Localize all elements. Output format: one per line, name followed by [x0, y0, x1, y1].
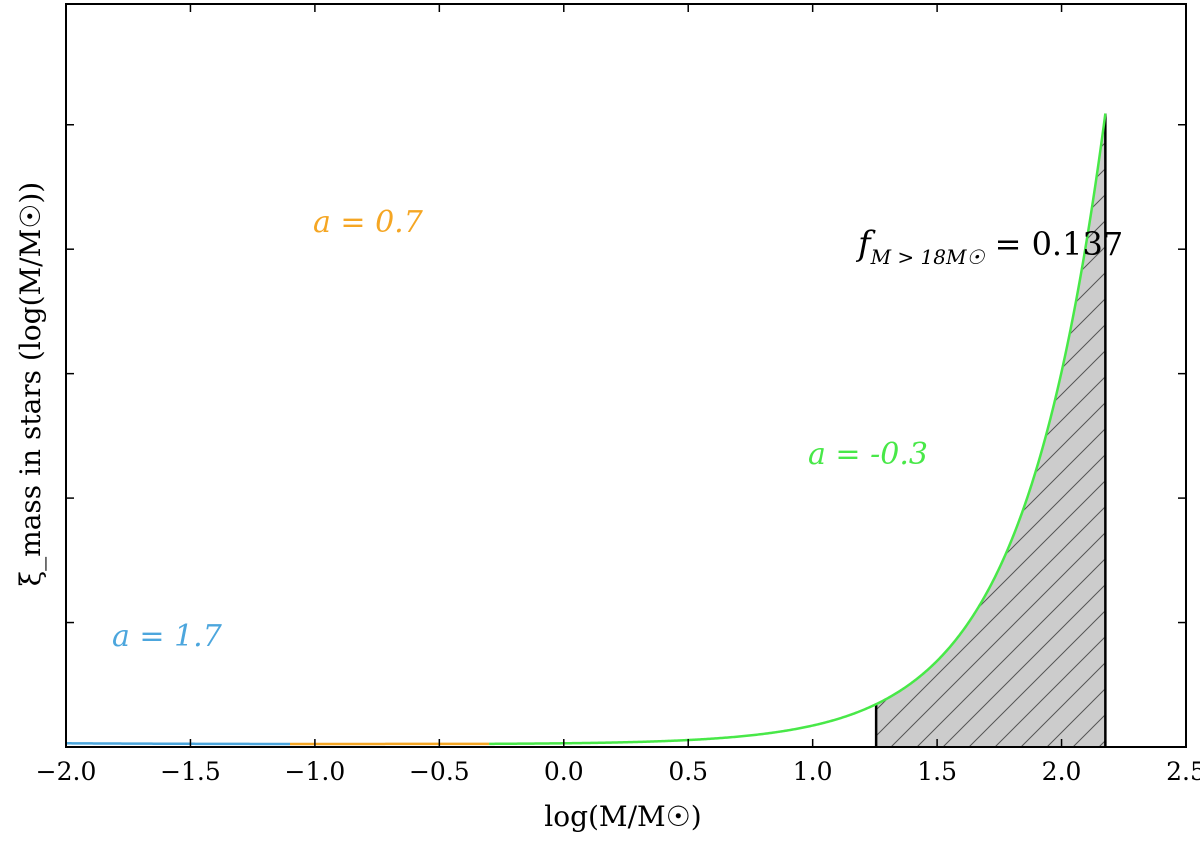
series-label-a07: a = 0.7	[313, 205, 424, 240]
x-tick-label: 0.0	[544, 757, 584, 786]
x-tick-label: 1.5	[917, 757, 957, 786]
series-label-a17: a = 1.7	[112, 619, 223, 654]
x-tick-label: 0.5	[668, 757, 708, 786]
plot-frame	[65, 3, 1187, 748]
x-tick-label: −0.5	[409, 757, 470, 786]
curve-layer	[66, 113, 1107, 746]
x-tick-label: −1.0	[285, 757, 346, 786]
x-axis-label: log(M/M☉)	[544, 800, 701, 833]
shaded-region	[874, 113, 1107, 747]
series-label-a07-text: a = 0.7	[313, 205, 424, 240]
series-line-3	[489, 113, 1107, 746]
shaded-region-hatch	[876, 113, 1106, 747]
x-tick-label: −1.5	[160, 757, 221, 786]
x-tick-label: 1.0	[793, 757, 833, 786]
y-axis-label: ξ_mass in stars (log(M/M☉))	[14, 182, 47, 586]
x-tick-label: 2.0	[1042, 757, 1082, 786]
series-label-a17-text: a = 1.7	[112, 619, 223, 654]
annotation-subscript: M > 18M☉	[870, 245, 986, 269]
x-tick-label: 2.5	[1166, 757, 1200, 786]
tick-layer: −2.0 −1.5 −1.0 −0.5 0.0 0.5 1.0 1.5 2.0 2.5	[36, 4, 1200, 786]
series-line-1	[66, 742, 290, 746]
mass-fraction-annotation: fM > 18M☉ = 0.137	[855, 224, 1123, 269]
series-label-a-03-text: a = -0.3	[808, 437, 928, 472]
x-tick-label: −2.0	[36, 757, 97, 786]
annotation-value: = 0.137	[984, 225, 1123, 263]
series-label-a-03: a = -0.3	[808, 437, 928, 472]
